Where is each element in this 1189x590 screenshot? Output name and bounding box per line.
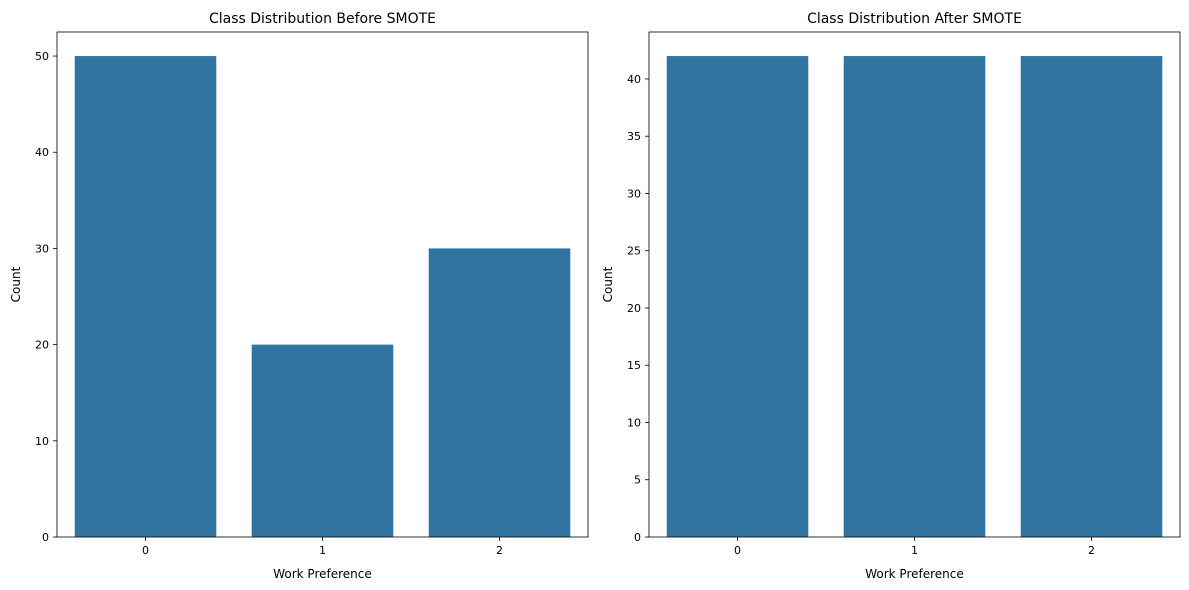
y-axis-label: Count [9, 266, 23, 302]
bar-2 [428, 248, 571, 537]
y-tick-label: 25 [627, 245, 641, 258]
y-axis-label: Count [601, 266, 615, 302]
y-tick-label: 15 [627, 359, 641, 372]
y-tick-label: 10 [627, 416, 641, 429]
x-tick-label: 2 [496, 544, 503, 557]
y-tick-label: 20 [35, 339, 49, 352]
y-tick-label: 40 [35, 146, 49, 159]
x-axis-label: Work Preference [865, 567, 964, 581]
y-tick-label: 0 [42, 531, 49, 544]
y-tick-label: 20 [627, 302, 641, 315]
x-tick-label: 0 [734, 544, 741, 557]
x-tick-label: 0 [142, 544, 149, 557]
x-tick-label: 1 [911, 544, 918, 557]
bar-0 [74, 56, 217, 538]
y-tick-label: 50 [35, 50, 49, 63]
bar-1 [251, 344, 394, 537]
x-tick-label: 1 [319, 544, 326, 557]
y-tick-label: 10 [35, 435, 49, 448]
bar-2 [1020, 56, 1163, 538]
y-tick-label: 30 [627, 187, 641, 200]
chart-title: Class Distribution After SMOTE [807, 11, 1022, 27]
x-axis-label: Work Preference [273, 567, 372, 581]
y-tick-label: 0 [634, 531, 641, 544]
bar-0 [666, 56, 809, 538]
y-tick-label: 30 [35, 242, 49, 255]
chart-title: Class Distribution Before SMOTE [209, 11, 436, 27]
y-tick-label: 40 [627, 73, 641, 86]
x-tick-label: 2 [1088, 544, 1095, 557]
y-tick-label: 35 [627, 130, 641, 143]
y-tick-label: 5 [634, 474, 641, 487]
bar-1 [843, 56, 986, 538]
